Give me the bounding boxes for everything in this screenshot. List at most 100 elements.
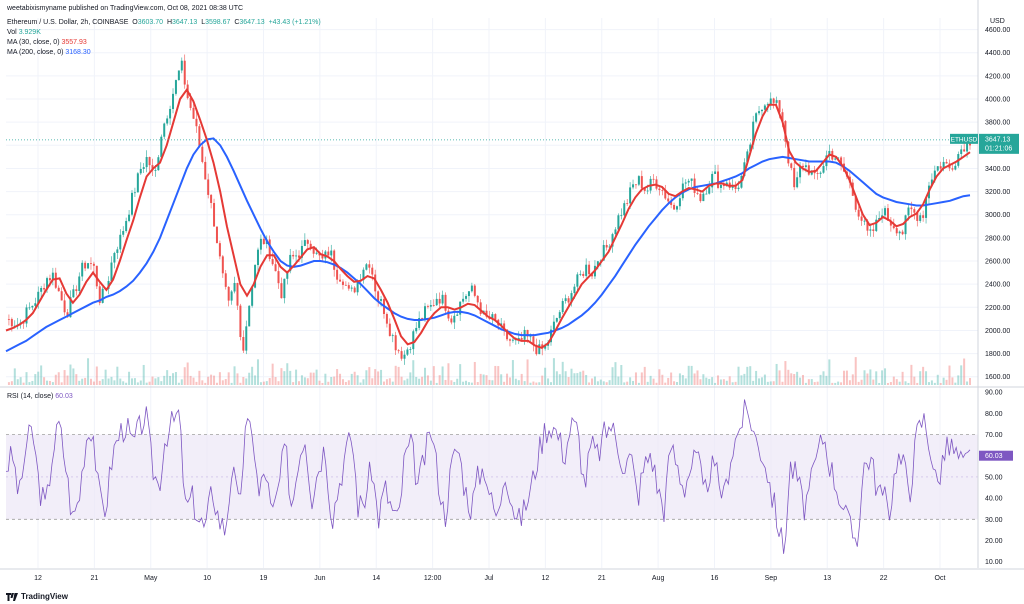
candle-body [60,291,63,301]
candle-body [687,180,690,183]
volume-bar [746,366,749,385]
volume-bar [233,366,236,385]
volume-bar [804,382,807,385]
candle-body [89,263,92,264]
candle-body [901,231,904,235]
volume-bar [875,371,878,385]
ohlc-open-label: O [132,19,138,26]
volume-bar [104,369,107,385]
ma200-legend[interactable]: MA (200, close, 0) 3168.30 [7,48,91,57]
volume-bar [309,372,312,385]
candle-body [380,299,383,301]
volume-bar [289,370,292,385]
volume-bar [919,371,922,385]
candle-body [98,286,101,303]
volume-bar [605,382,608,385]
candle-body [620,215,623,217]
volume-bar [614,362,617,385]
volume-bar [491,380,494,385]
volume-bar [966,381,969,385]
candle-body [608,246,611,248]
volume-bar [737,366,740,385]
candle-body [391,335,394,337]
volume-bar [385,379,388,385]
volume-bar [388,378,391,385]
ohlc-low-label: L [201,19,206,26]
candle-body [37,291,40,304]
candle-body [746,151,749,163]
candle-body [204,161,207,180]
candle-body [385,313,388,324]
volume-bar [969,378,971,385]
volume-bar [286,363,289,385]
volume-bar [670,372,673,385]
rsi-band [6,434,978,520]
volume-bar [415,376,418,385]
candle-body [854,195,857,210]
volume-bar [470,382,473,385]
candle-body [954,165,957,170]
volume-bar [514,378,517,385]
candle-body [75,289,78,292]
tradingview-logo[interactable]: TradingView [6,592,68,601]
volume-bar [500,374,503,385]
volume-bar [681,375,684,385]
volume-bar [245,378,248,385]
volume-bar [769,381,772,385]
currency-label[interactable]: USD [990,18,1005,25]
volume-bar [813,382,816,385]
candle-body [403,354,406,359]
volume-bar [280,368,283,385]
candle-body [675,206,678,210]
volume-bar [154,378,157,385]
candle-body [239,305,242,338]
candle-body [236,282,239,306]
candle-body [218,243,221,257]
candle-body [177,70,180,81]
price-tick-label: 3000.00 [985,212,1010,219]
volume-bar [892,376,895,385]
candle-body [166,118,169,124]
volume-bar [116,366,119,385]
candle-body [259,238,262,250]
vol-label: Vol [7,29,17,36]
candle-body [148,157,151,166]
candle-body [309,243,312,249]
candle-body [63,300,66,313]
volume-bar [268,378,271,385]
volume-bar [775,363,778,385]
volume-bar [48,380,51,385]
candle-body [892,225,895,229]
candle-body [233,282,236,292]
candle-body [819,172,822,174]
volume-bar [675,381,678,385]
vol-legend[interactable]: Vol 3.929K [7,28,41,37]
volume-bar [409,372,412,385]
candle-body [128,214,131,221]
candle-body [561,301,564,313]
volume-bar [731,382,734,385]
candle-body [292,254,295,257]
volume-bar [503,381,506,385]
volume-bar [139,380,142,385]
candle-body [532,336,535,346]
volume-bar [259,382,262,385]
candle-body [684,182,687,184]
volume-bar [359,382,362,385]
candle-body [274,264,277,272]
time-tick-label: Oct [935,575,946,582]
candle-body [22,322,25,324]
volume-bar [397,366,400,385]
candle-body [939,166,942,169]
ma30-legend[interactable]: MA (30, close, 0) 3557.93 [7,38,87,47]
volume-bar [567,377,570,385]
volume-bar [406,378,409,385]
time-tick-label: 19 [260,575,268,582]
rsi-legend[interactable]: RSI (14, close) 60.03 [7,392,73,401]
volume-bar [333,376,336,385]
candle-body [438,298,441,304]
candle-body [289,254,292,272]
volume-bar [643,366,646,385]
volume-bar [221,380,224,385]
